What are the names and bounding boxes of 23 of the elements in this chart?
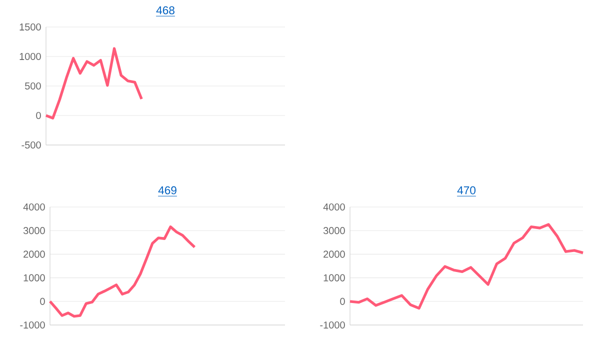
y-tick-label: 4000 xyxy=(23,203,45,211)
y-tick-label: 0 xyxy=(40,298,45,305)
y-tick-label: -1000 xyxy=(20,321,45,329)
chart-title: 469 xyxy=(158,186,176,194)
y-tick-label: 500 xyxy=(25,82,41,90)
y-tick-label: -1000 xyxy=(320,321,345,329)
line-series xyxy=(348,223,584,310)
line-series xyxy=(48,225,196,318)
y-tick-label: 4000 xyxy=(323,203,345,211)
chart-title: 470 xyxy=(457,186,476,194)
line-series xyxy=(44,47,143,120)
y-tick-label: 2000 xyxy=(24,250,45,258)
y-tick-label: 1000 xyxy=(324,274,345,282)
y-tick-label: 0 xyxy=(36,112,41,120)
y-tick-label: 3000 xyxy=(323,227,345,234)
y-tick-label: 1000 xyxy=(24,274,45,282)
y-tick-label: -500 xyxy=(22,141,41,149)
y-tick-label: 1000 xyxy=(20,52,41,60)
y-tick-label: 1500 xyxy=(20,23,41,31)
y-tick-label: 3000 xyxy=(23,227,45,234)
y-tick-label: 2000 xyxy=(324,250,345,258)
chart-title: 468 xyxy=(156,6,174,14)
y-tick-label: 0 xyxy=(340,298,345,305)
